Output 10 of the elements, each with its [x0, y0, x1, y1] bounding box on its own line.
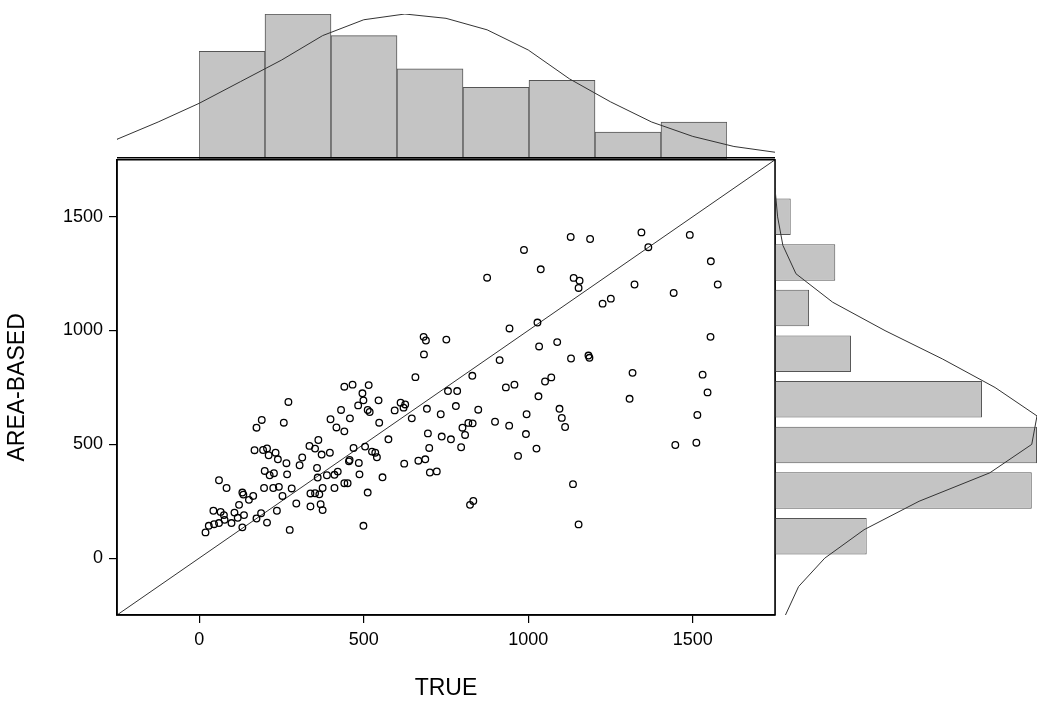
y-tick-label: 500	[72, 433, 103, 454]
x-axis-title: TRUE	[414, 673, 478, 700]
x-tick-label: 1000	[508, 628, 549, 649]
x-tick-label: 0	[194, 628, 205, 649]
x-tick-label: 1500	[672, 628, 713, 649]
y-tick-label: 0	[92, 547, 103, 568]
x-tick-label: 500	[348, 628, 379, 649]
y-tick-label: 1500	[62, 205, 103, 226]
y-tick-label: 1000	[62, 319, 103, 340]
y-axis-title: AREA-BASED	[3, 313, 30, 462]
